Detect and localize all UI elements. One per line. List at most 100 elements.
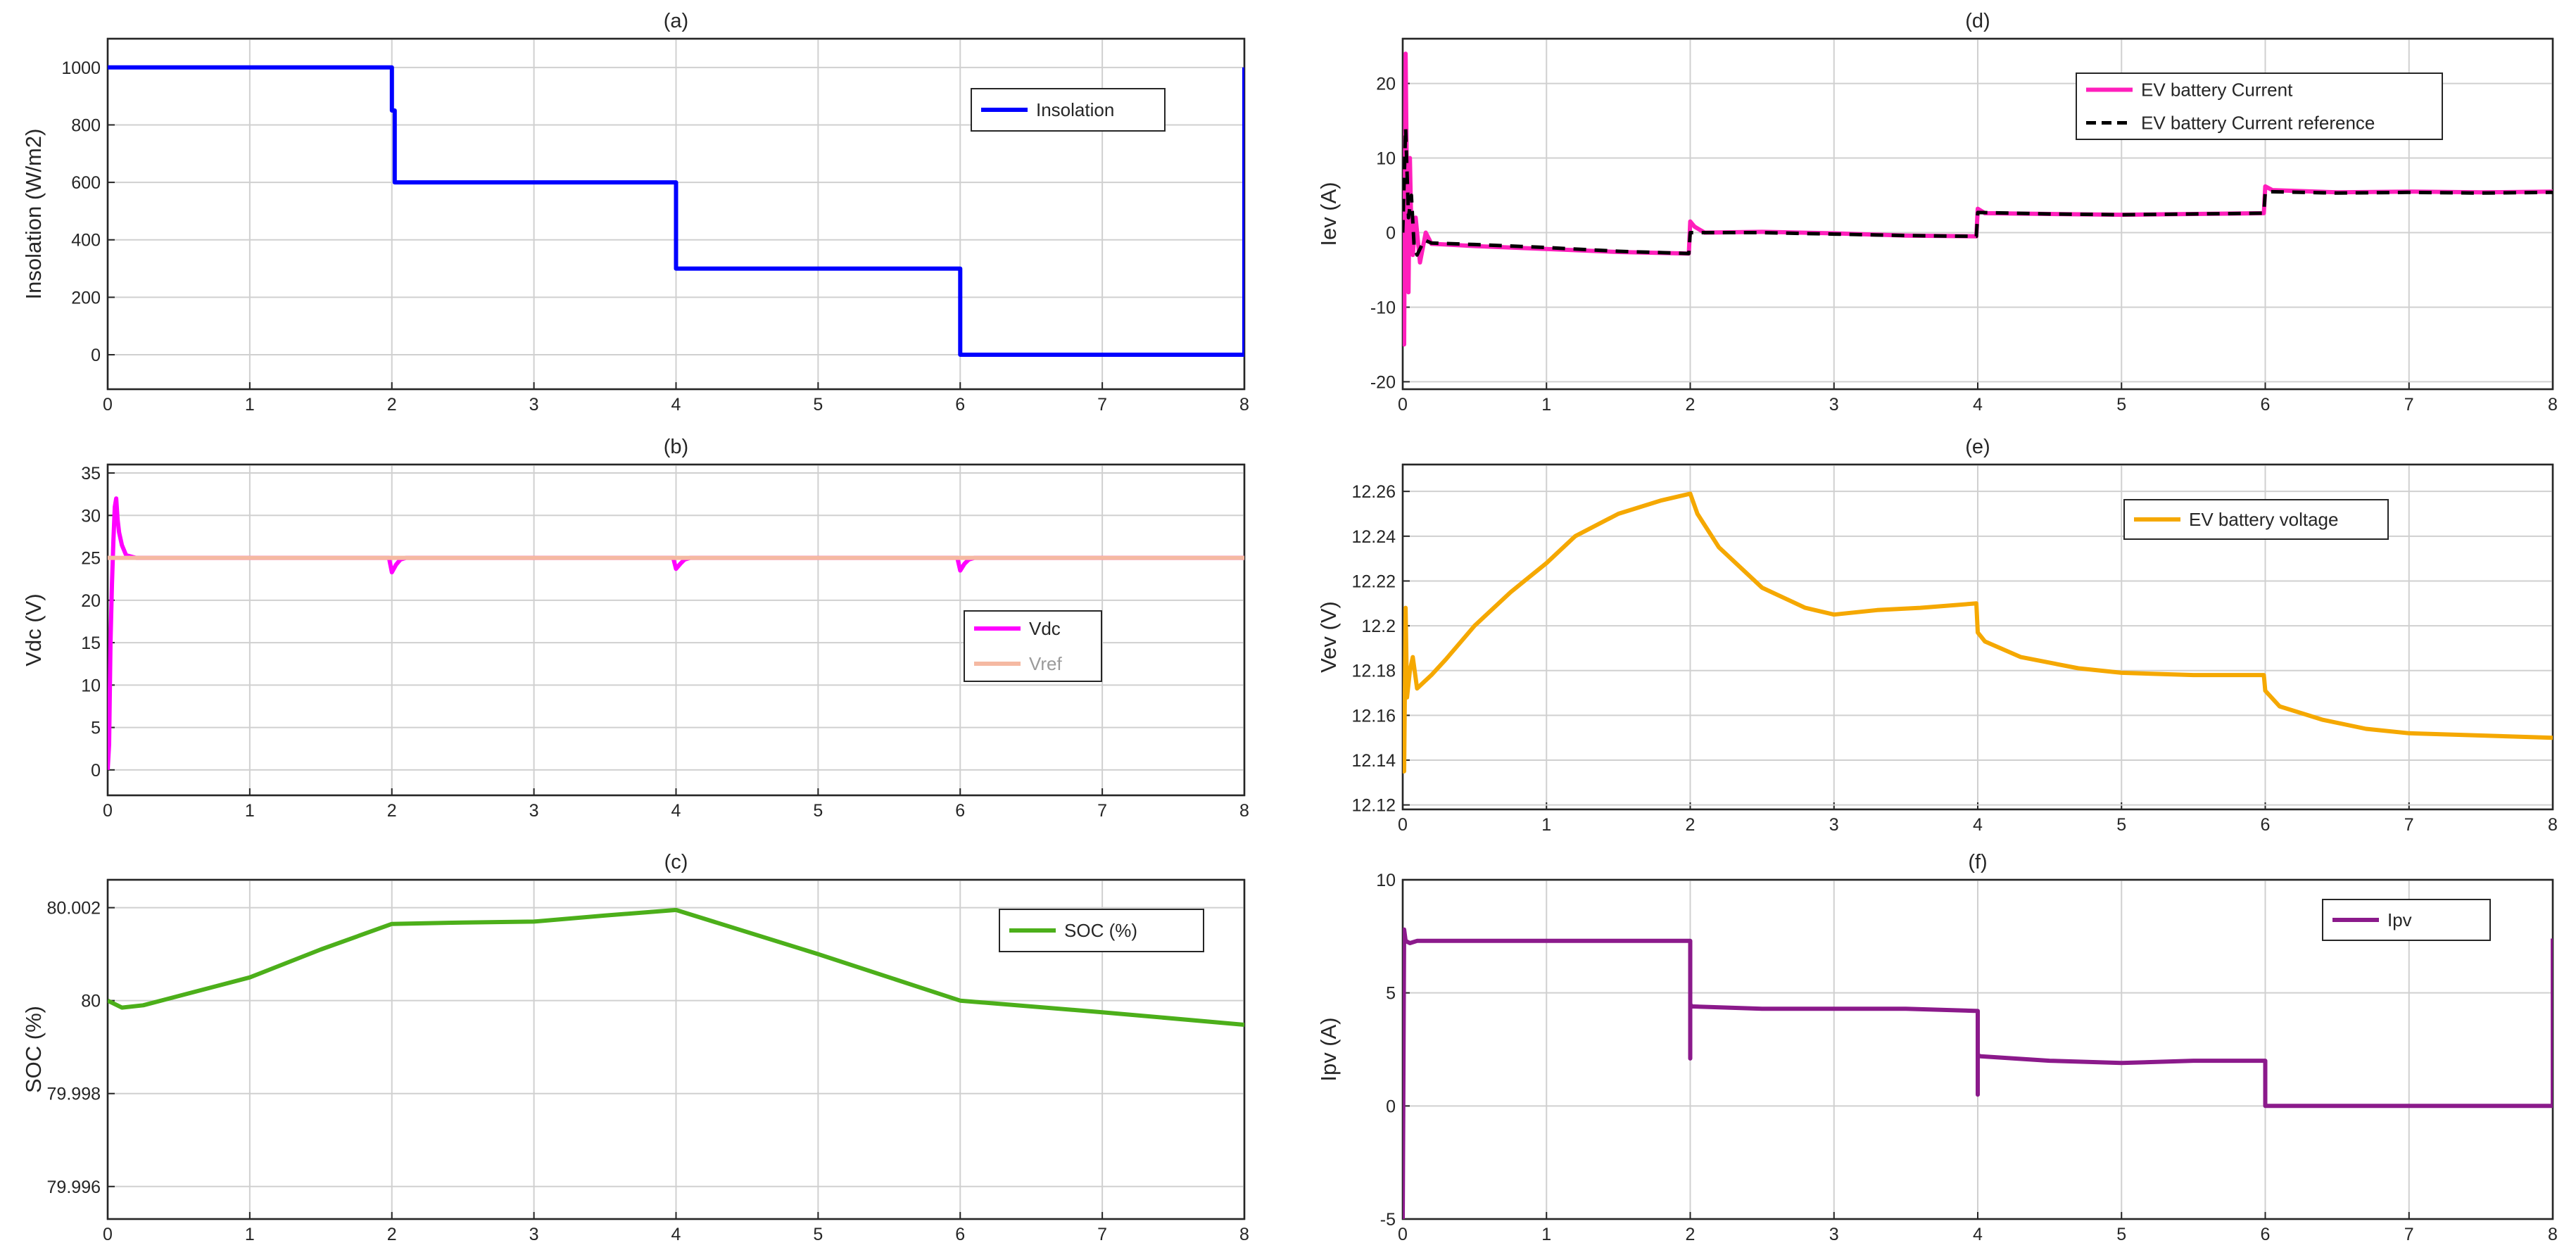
x-tick-label: 8 — [2548, 1225, 2558, 1244]
x-tick-label: 7 — [2404, 1225, 2414, 1244]
panel-title: (f) — [1968, 851, 1987, 873]
x-tick-label: 8 — [2548, 395, 2558, 415]
x-tick-label: 2 — [1686, 395, 1696, 415]
x-axis-label: Time (seconds) — [1900, 1246, 2054, 1250]
y-tick-label: 10 — [1376, 149, 1396, 169]
x-tick-label: 7 — [2404, 395, 2414, 415]
y-tick-label: -10 — [1370, 298, 1396, 317]
x-tick-label: 4 — [671, 801, 681, 821]
x-axis-label: Time (seconds) — [599, 1246, 753, 1250]
legend-label: Ipv — [2387, 909, 2412, 930]
y-tick-label: 5 — [91, 719, 101, 738]
x-tick-label: 0 — [1398, 815, 1408, 835]
panel-title: (b) — [664, 436, 688, 458]
x-tick-label: 4 — [1973, 1225, 1983, 1244]
legend-label: Insolation — [1036, 99, 1114, 120]
y-tick-label: 12.2 — [1361, 617, 1396, 636]
legend-label: EV battery voltage — [2189, 509, 2338, 530]
series-line-e-0 — [1403, 491, 2553, 774]
x-tick-label: 2 — [387, 395, 397, 415]
x-tick-label: 4 — [1973, 815, 1983, 835]
x-tick-label: 3 — [529, 395, 539, 415]
x-tick-label: 5 — [2116, 395, 2126, 415]
series-line-f-0 — [1403, 927, 2553, 1219]
y-tick-label: 0 — [1386, 223, 1396, 243]
series-line-b-0 — [108, 496, 1244, 770]
y-axis-label: Insolation (W/m2) — [21, 129, 46, 300]
y-tick-label: 200 — [71, 288, 101, 308]
panel-title: (d) — [1965, 10, 1990, 32]
x-tick-label: 5 — [813, 1225, 823, 1244]
y-tick-label: -5 — [1380, 1210, 1396, 1230]
x-tick-label: 8 — [1239, 1225, 1249, 1244]
x-tick-label: 0 — [103, 1225, 113, 1244]
series-line-c-0 — [108, 907, 1244, 1027]
x-tick-label: 7 — [1097, 1225, 1107, 1244]
x-tick-label: 3 — [1829, 815, 1839, 835]
legend-e: EV battery voltage — [2123, 499, 2389, 540]
x-tick-label: 3 — [529, 801, 539, 821]
series-line-d-1 — [1403, 126, 2553, 257]
y-tick-label: 20 — [1376, 75, 1396, 94]
x-tick-label: 4 — [1973, 395, 1983, 415]
legend-label: SOC (%) — [1064, 920, 1137, 941]
x-tick-label: 1 — [1541, 815, 1551, 835]
x-tick-label: 6 — [955, 801, 965, 821]
y-tick-label: 12.16 — [1351, 706, 1396, 726]
x-tick-label: 0 — [103, 395, 113, 415]
y-tick-label: 12.22 — [1351, 572, 1396, 591]
legend-box — [964, 610, 1102, 682]
x-tick-label: 6 — [2261, 815, 2271, 835]
y-tick-label: 35 — [81, 464, 101, 484]
y-tick-label: 800 — [71, 115, 101, 135]
x-tick-label: 7 — [2404, 815, 2414, 835]
y-tick-label: 10 — [1376, 871, 1396, 890]
x-tick-label: 0 — [103, 801, 113, 821]
x-tick-label: 2 — [387, 801, 397, 821]
panel-e: 0 1 2 3 4 5 6 7 8 12.12 12.14 12.16 12.18 12.2 12.22 12… — [1316, 436, 2558, 835]
legend-label: EV battery Current — [2141, 80, 2293, 101]
y-tick-label: 25 — [81, 549, 101, 569]
plot-frame-b — [106, 463, 1246, 797]
plot-frame-c — [106, 878, 1246, 1220]
y-tick-label: 1000 — [61, 58, 101, 78]
panel-c: 0 1 2 3 4 5 6 7 8 79.996 79.998 80 80.002 (c) SOC (%) T… — [21, 851, 1249, 1250]
plot-frame-e — [1401, 463, 2554, 811]
panel-a: 0 1 2 3 4 5 6 7 8 0 200 400 600 800 1000 (a) Insolation … — [21, 10, 1249, 415]
y-tick-label: 12.24 — [1351, 527, 1396, 547]
x-tick-label: 6 — [2261, 395, 2271, 415]
y-tick-label: 12.26 — [1351, 482, 1396, 502]
x-tick-label: 6 — [955, 395, 965, 415]
y-tick-label: 80.002 — [47, 899, 101, 918]
y-tick-label: 79.996 — [47, 1178, 101, 1197]
y-tick-label: 12.18 — [1351, 662, 1396, 681]
x-tick-label: 5 — [813, 395, 823, 415]
y-tick-label: 12.14 — [1351, 751, 1396, 771]
x-tick-label: 1 — [245, 1225, 255, 1244]
legend-box — [2076, 72, 2443, 140]
x-tick-label: 1 — [245, 395, 255, 415]
legend-f: Ipv — [2322, 899, 2491, 941]
x-tick-label: 6 — [955, 1225, 965, 1244]
legend-label: Vref — [1029, 653, 1062, 674]
x-tick-label: 5 — [2116, 1225, 2126, 1244]
y-tick-label: 600 — [71, 173, 101, 193]
x-tick-label: 3 — [529, 1225, 539, 1244]
y-axis-label: Vev (V) — [1316, 601, 1341, 673]
panel-title: (a) — [664, 10, 688, 32]
legend-d: EV battery Current EV battery Current ref… — [2076, 72, 2443, 140]
y-axis-label: Iev (A) — [1316, 182, 1341, 246]
y-tick-label: 30 — [81, 506, 101, 526]
series-line-a-0 — [108, 65, 1244, 357]
x-tick-label: 2 — [387, 1225, 397, 1244]
x-tick-label: 1 — [1541, 395, 1551, 415]
y-tick-label: 79.998 — [47, 1085, 101, 1104]
panel-title: (e) — [1965, 436, 1990, 458]
y-tick-label: 20 — [81, 591, 101, 611]
y-tick-label: 0 — [91, 761, 101, 781]
y-tick-label: 400 — [71, 231, 101, 251]
x-tick-label: 3 — [1829, 395, 1839, 415]
legend-label: Vdc — [1029, 618, 1061, 639]
legend-c: SOC (%) — [999, 909, 1204, 952]
